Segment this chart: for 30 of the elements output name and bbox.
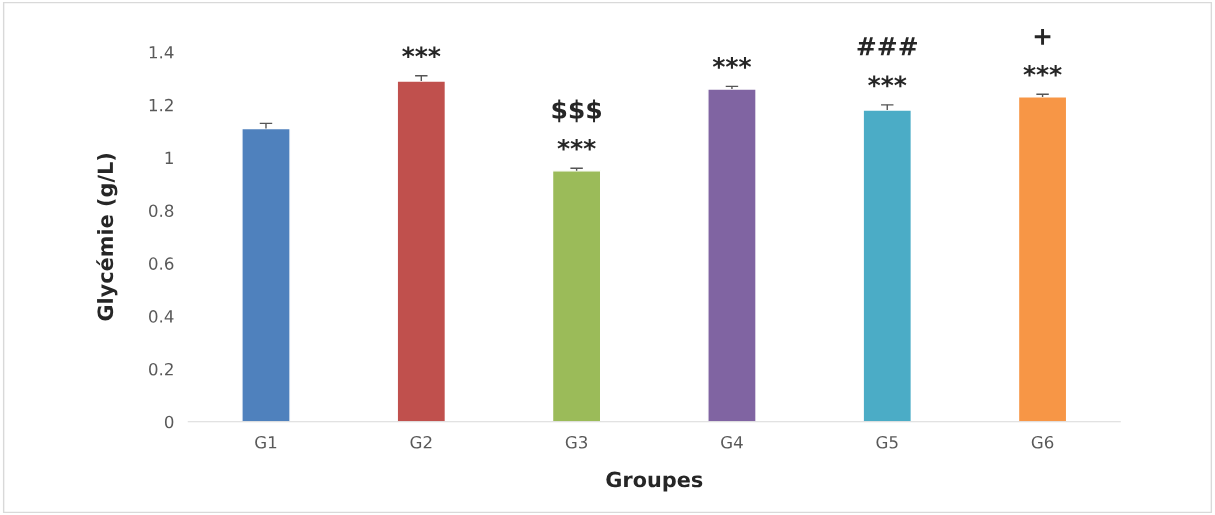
x-tick-label: G1 <box>255 435 277 449</box>
y-tick-label: 0.4 <box>149 310 174 323</box>
y-axis-title: Glycémie (g/L) <box>96 154 118 321</box>
annotation: *** <box>868 75 907 88</box>
annotation: ### <box>857 37 917 56</box>
y-tick-label: 1.2 <box>149 98 173 112</box>
y-tick-label: 0.2 <box>149 362 173 376</box>
y-tick-label: 0 <box>164 415 174 429</box>
y-tick-label: 0.8 <box>149 204 174 218</box>
annotation: *** <box>712 57 752 69</box>
bar <box>862 109 913 422</box>
x-axis-title: Groupes <box>606 471 703 492</box>
y-tick-label: 1.4 <box>149 46 174 59</box>
bar <box>1017 96 1068 422</box>
annotation: *** <box>402 46 441 59</box>
y-tick-label: 1 <box>165 151 173 164</box>
x-tick-label: G5 <box>876 435 898 449</box>
x-tick-label: G2 <box>410 435 432 449</box>
y-tick-label: 0.6 <box>149 257 174 270</box>
annotation: *** <box>1023 64 1062 77</box>
x-tick-label: G6 <box>1031 435 1054 449</box>
annotation: *** <box>557 138 596 151</box>
bar <box>707 88 757 422</box>
bar <box>396 80 447 422</box>
bar <box>551 170 602 422</box>
x-tick-label: G3 <box>565 435 588 449</box>
annotation: $$$ <box>552 99 602 123</box>
x-tick-label: G4 <box>721 435 743 449</box>
bar <box>241 127 291 422</box>
annotation: + <box>1034 28 1051 45</box>
